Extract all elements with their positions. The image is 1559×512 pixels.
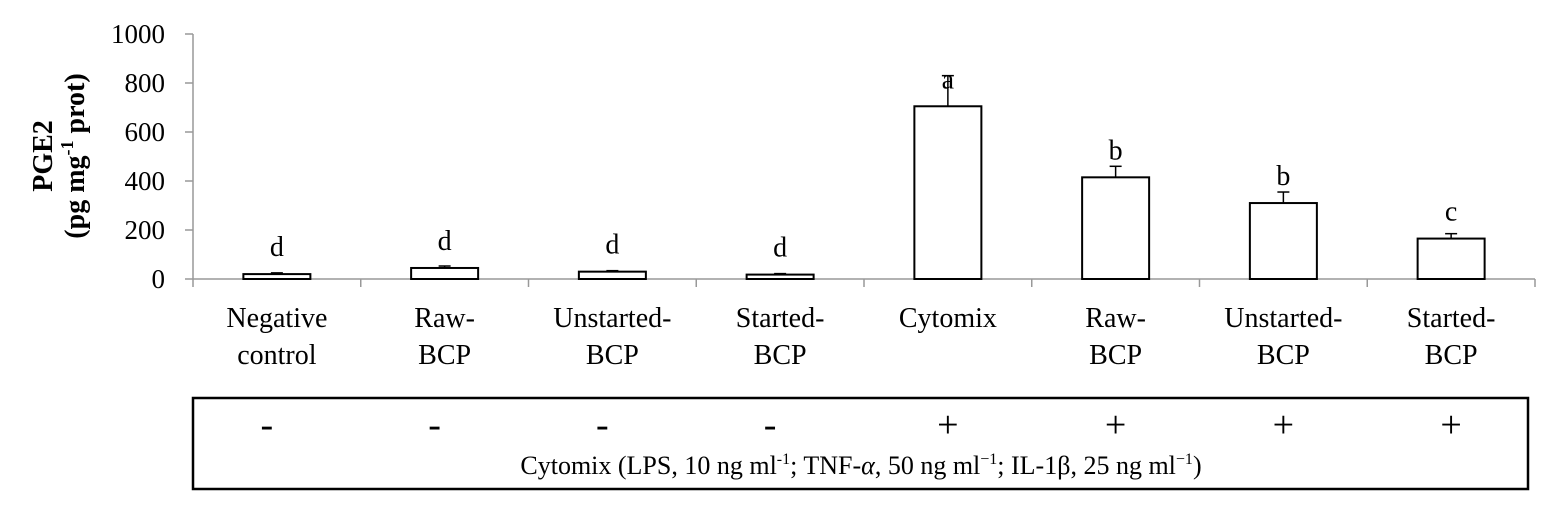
- caption-alpha: α: [861, 451, 876, 480]
- significance-letters: d d d d a b b c: [270, 64, 1457, 263]
- category-label-line1: Started-: [1407, 303, 1496, 334]
- category-label-line1: Unstarted-: [553, 303, 671, 334]
- minus-sign: -: [596, 404, 609, 446]
- bar: [410, 266, 480, 281]
- error-bars: [270, 74, 1458, 275]
- svg-text:(pg mg-1 prot): (pg mg-1 prot): [57, 73, 91, 238]
- category-label-line1: Raw-: [1085, 303, 1146, 334]
- category-label-line1: Cytomix: [899, 303, 997, 334]
- bar: [577, 270, 647, 280]
- category-label-line2: BCP: [754, 340, 807, 371]
- y-axis-label-unit-superscript: -1: [57, 140, 77, 155]
- y-axis-label-line1: PGE2: [28, 120, 59, 192]
- caption-superscript-2: −1: [980, 451, 997, 468]
- caption-part-3: , 50 ng ml: [875, 451, 980, 480]
- significance-letter: d: [773, 233, 787, 264]
- category-label-line2: BCP: [1425, 340, 1478, 371]
- y-tick-label: 800: [125, 68, 166, 98]
- minus-sign: -: [261, 404, 274, 446]
- bar: [1081, 176, 1151, 280]
- caption-part-1: Cytomix (LPS, 10 ng ml: [520, 451, 776, 480]
- bar: [745, 273, 815, 280]
- y-tick-label: 0: [152, 264, 166, 294]
- axes: [192, 34, 1536, 287]
- caption-part-5: ): [1193, 451, 1202, 480]
- significance-letter: a: [942, 64, 955, 95]
- y-tick-label: 600: [125, 117, 166, 147]
- bar: [913, 105, 983, 281]
- y-axis-label-unit-tail: prot): [60, 73, 91, 140]
- treatment-box: [191, 396, 1530, 491]
- caption-part-4: ; IL-1β, 25 ng ml: [997, 451, 1176, 480]
- category-label-line2: BCP: [1257, 340, 1310, 371]
- category-label-line2: control: [237, 340, 317, 371]
- category-label-line2: BCP: [1089, 340, 1142, 371]
- category-label-line1: Negative: [226, 303, 327, 334]
- treatment-signs: - - - - + + + +: [261, 404, 1462, 446]
- plus-sign: +: [1273, 404, 1294, 446]
- minus-sign: -: [764, 404, 777, 446]
- y-tick-label: 400: [125, 166, 166, 196]
- significance-letter: c: [1445, 197, 1457, 228]
- category-label-line1: Raw-: [414, 303, 475, 334]
- plus-sign: +: [1105, 404, 1126, 446]
- bars: [242, 105, 1486, 281]
- category-label-line1: Started-: [736, 303, 825, 334]
- category-label-line2: BCP: [586, 340, 639, 371]
- y-tick-label: 1000: [111, 19, 165, 49]
- caption-part-2: ; TNF-: [790, 451, 861, 480]
- caption-superscript-3: −1: [1176, 451, 1193, 468]
- treatment-caption: Cytomix (LPS, 10 ng ml-1; TNF-α, 50 ng m…: [520, 451, 1201, 480]
- category-label-line1: Unstarted-: [1224, 303, 1342, 334]
- category-label-line2: BCP: [418, 340, 471, 371]
- y-axis-label-unit: (pg mg: [60, 155, 91, 238]
- caption-superscript-1: -1: [777, 451, 790, 468]
- minus-sign: -: [428, 404, 441, 446]
- category-labels: Negative control Raw- BCP Unstarted- BCP Start…: [226, 303, 1495, 371]
- plus-sign: +: [1440, 404, 1461, 446]
- y-ticks: 0 200 400 600 800 1000: [111, 19, 193, 294]
- bar: [1248, 202, 1318, 280]
- significance-letter: b: [1109, 135, 1123, 166]
- bar: [242, 273, 312, 281]
- significance-letter: d: [438, 226, 452, 257]
- svg-text:PGE2: PGE2: [28, 120, 59, 192]
- significance-letter: b: [1276, 161, 1290, 192]
- y-tick-label: 200: [125, 215, 166, 245]
- plus-sign: +: [937, 404, 958, 446]
- significance-letter: d: [605, 230, 619, 261]
- bar: [1416, 237, 1486, 280]
- significance-letter: d: [270, 232, 284, 263]
- y-axis-label: PGE2 (pg mg-1 prot): [28, 73, 91, 238]
